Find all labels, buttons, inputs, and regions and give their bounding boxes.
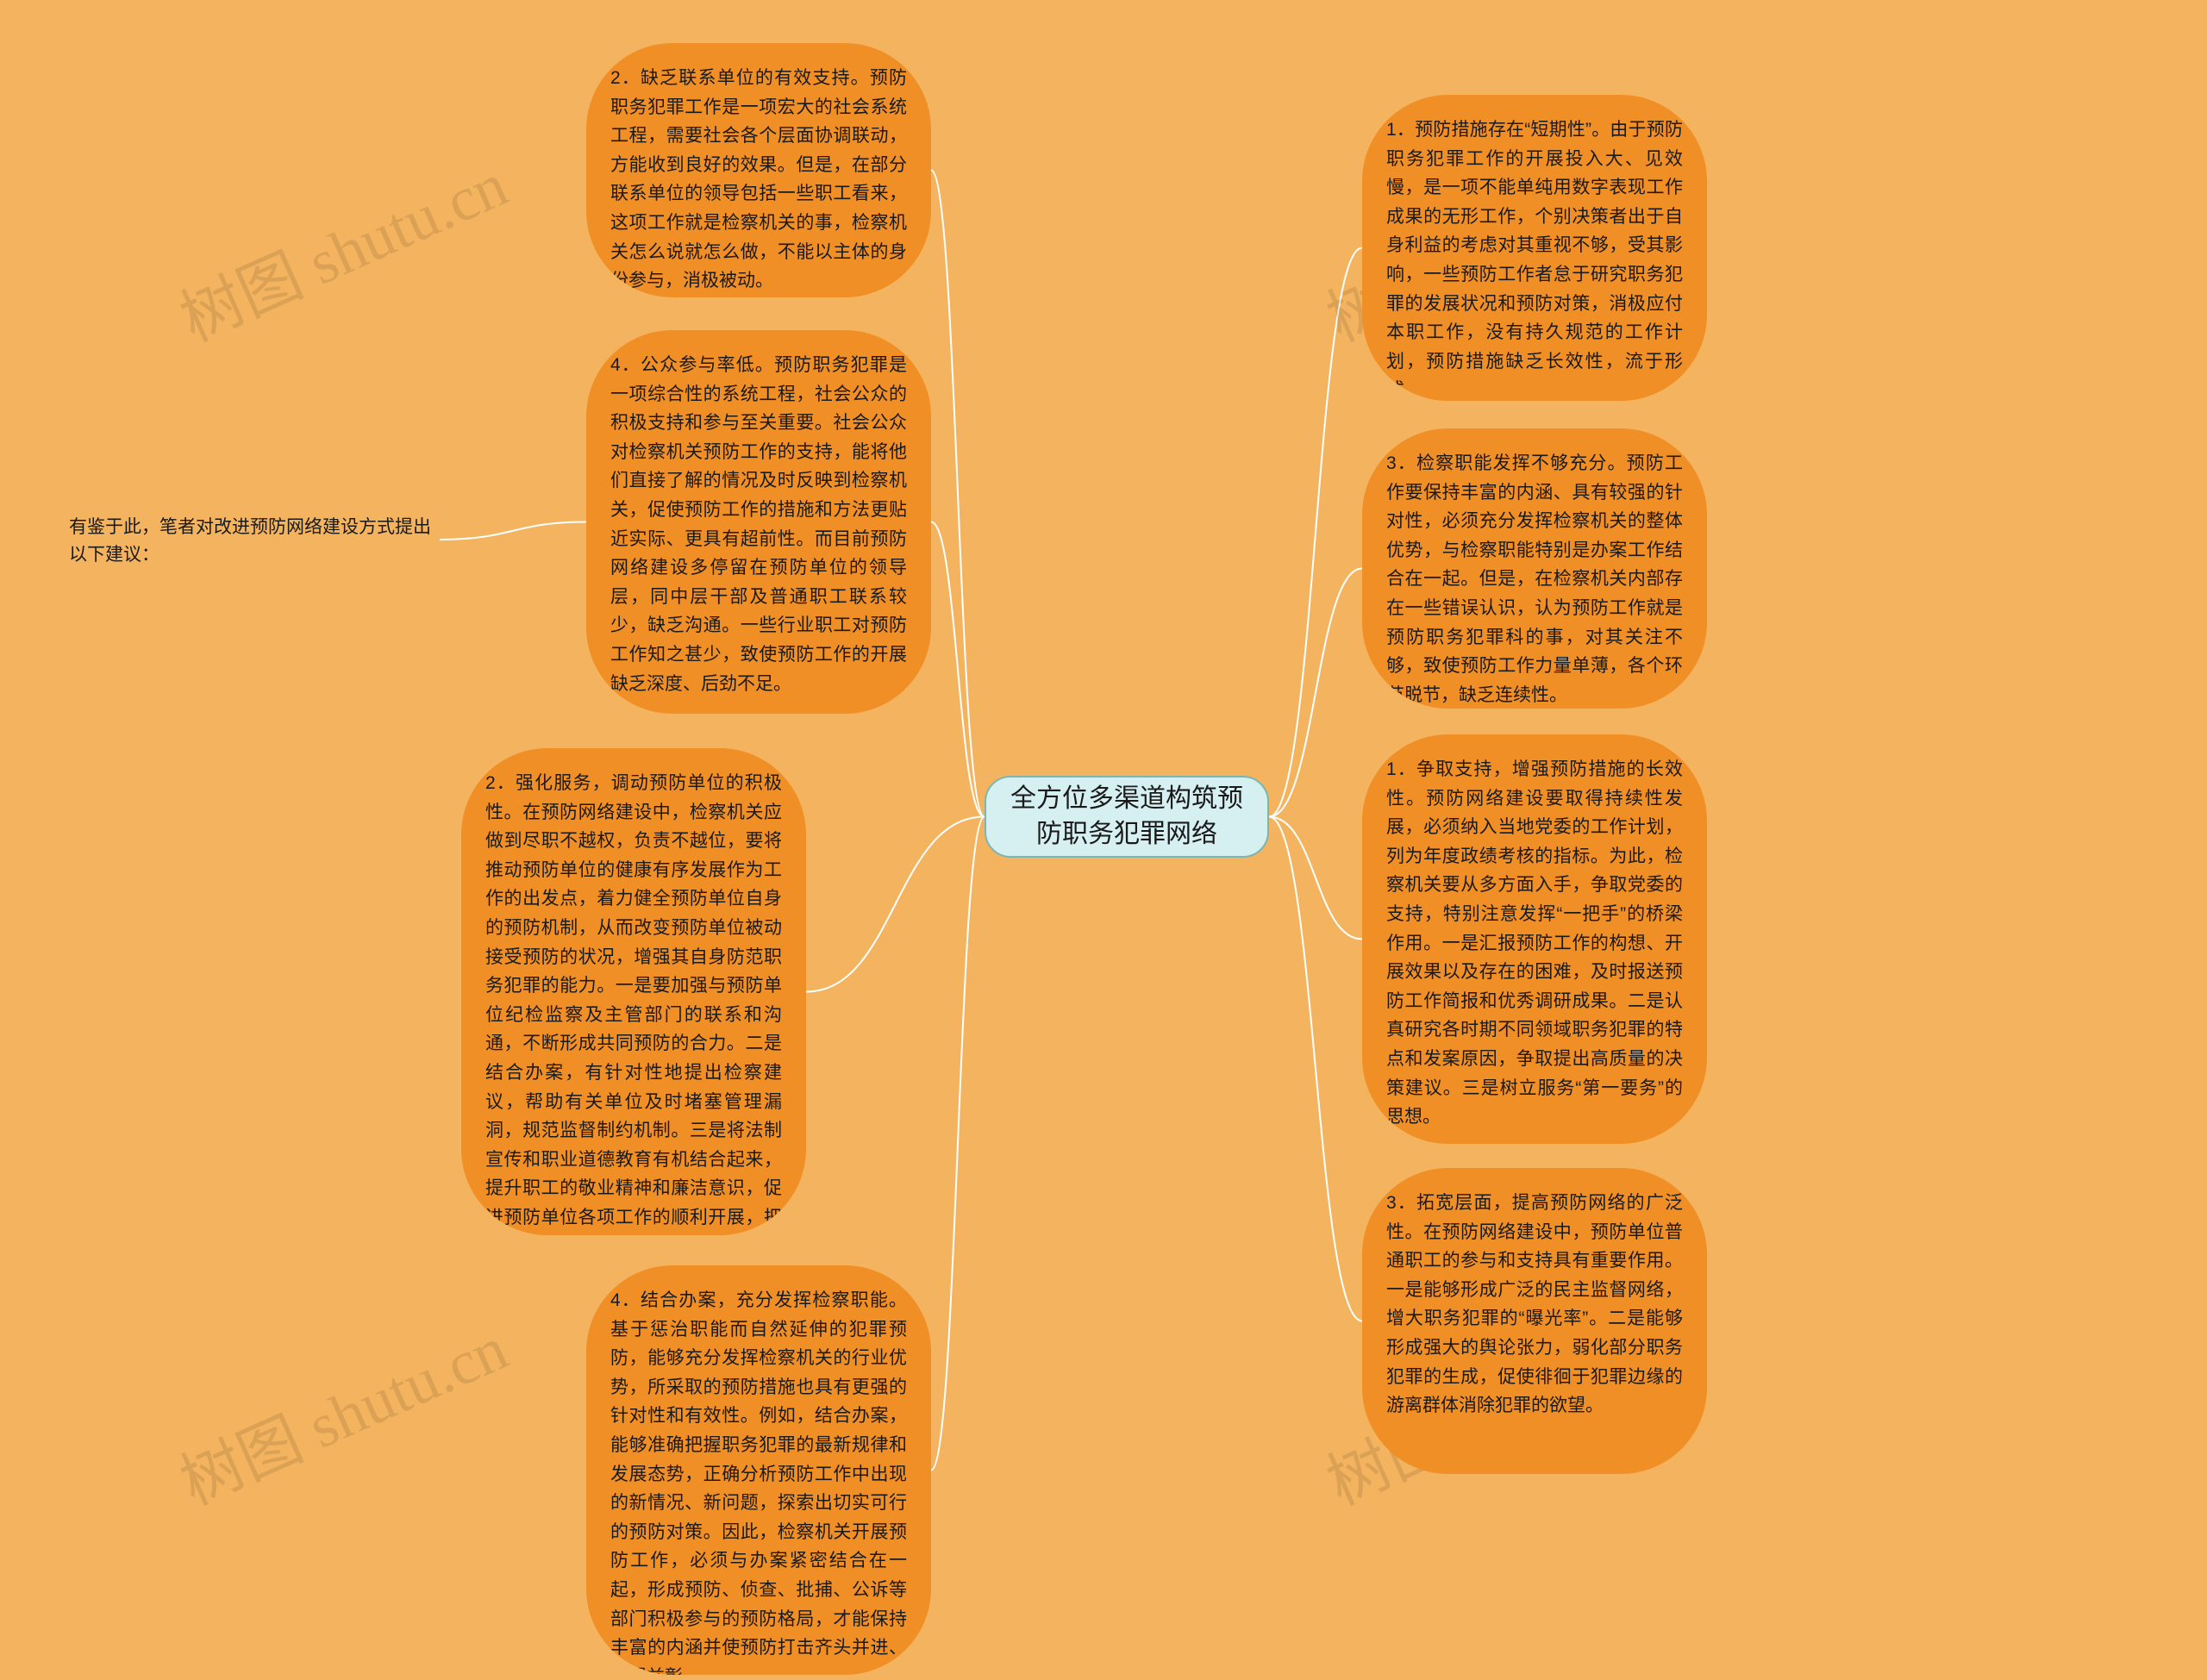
connector — [931, 522, 985, 817]
connector — [1269, 569, 1362, 817]
center-node-text: 全方位多渠道构筑预防职务犯罪网络 — [1002, 782, 1252, 852]
watermark: 树图 shutu.cn — [164, 134, 519, 359]
node-text: 3．检察职能发挥不够充分。预防工作要保持丰富的内涵、具有较强的针对性，必须充分发… — [1386, 453, 1683, 705]
node-text: 4．公众参与率低。预防职务犯罪是一项综合性的系统工程，社会公众的积极支持和参与至… — [610, 355, 907, 694]
mindmap-node[interactable]: 1．预防措施存在“短期性”。由于预防职务犯罪工作的开展投入大、见效慢，是一项不能… — [1362, 95, 1707, 401]
node-text: 2．强化服务，调动预防单位的积极性。在预防网络建设中，检察机关应做到尽职不越权，… — [485, 773, 782, 1235]
node-text: 4．结合办案，充分发挥检察职能。基于惩治职能而自然延伸的犯罪预防，能够充分发挥检… — [610, 1290, 907, 1675]
node-text: 1．预防措施存在“短期性”。由于预防职务犯罪工作的开展投入大、见效慢，是一项不能… — [1386, 120, 1683, 400]
connector — [1269, 817, 1362, 1321]
mindmap-stage: 树图 shutu.cn树图 shutu.cn树图 shutu.cn树图 shut… — [0, 0, 2207, 1680]
connector — [1269, 817, 1362, 940]
mindmap-node[interactable]: 2．强化服务，调动预防单位的积极性。在预防网络建设中，检察机关应做到尽职不越权，… — [461, 748, 806, 1235]
connector — [931, 817, 985, 1471]
mindmap-node[interactable]: 4．结合办案，充分发挥检察职能。基于惩治职能而自然延伸的犯罪预防，能够充分发挥检… — [586, 1265, 931, 1675]
mindmap-node[interactable]: 4．公众参与率低。预防职务犯罪是一项综合性的系统工程，社会公众的积极支持和参与至… — [586, 330, 931, 714]
connector — [1269, 248, 1362, 817]
node-text: 1．争取支持，增强预防措施的长效性。预防网络建设要取得持续性发展，必须纳入当地党… — [1386, 759, 1683, 1127]
mindmap-node[interactable]: 3．检察职能发挥不够充分。预防工作要保持丰富的内涵、具有较强的针对性，必须充分发… — [1362, 428, 1707, 709]
center-node[interactable]: 全方位多渠道构筑预防职务犯罪网络 — [985, 776, 1269, 858]
connector — [440, 522, 586, 540]
mindmap-node[interactable]: 2．缺乏联系单位的有效支持。预防职务犯罪工作是一项宏大的社会系统工程，需要社会各… — [586, 43, 931, 297]
connector — [931, 171, 985, 817]
intro-text: 有鉴于此，笔者对改进预防网络建设方式提出以下建议： — [69, 514, 440, 568]
mindmap-node[interactable]: 3．拓宽层面，提高预防网络的广泛性。在预防网络建设中，预防单位普通职工的参与和支… — [1362, 1168, 1707, 1474]
connector — [806, 817, 985, 992]
watermark: 树图 shutu.cn — [164, 1298, 519, 1522]
node-text: 3．拓宽层面，提高预防网络的广泛性。在预防网络建设中，预防单位普通职工的参与和支… — [1386, 1193, 1683, 1415]
mindmap-node[interactable]: 1．争取支持，增强预防措施的长效性。预防网络建设要取得持续性发展，必须纳入当地党… — [1362, 734, 1707, 1144]
node-text: 2．缺乏联系单位的有效支持。预防职务犯罪工作是一项宏大的社会系统工程，需要社会各… — [610, 68, 907, 290]
intro-text-content: 有鉴于此，笔者对改进预防网络建设方式提出以下建议： — [69, 517, 431, 565]
